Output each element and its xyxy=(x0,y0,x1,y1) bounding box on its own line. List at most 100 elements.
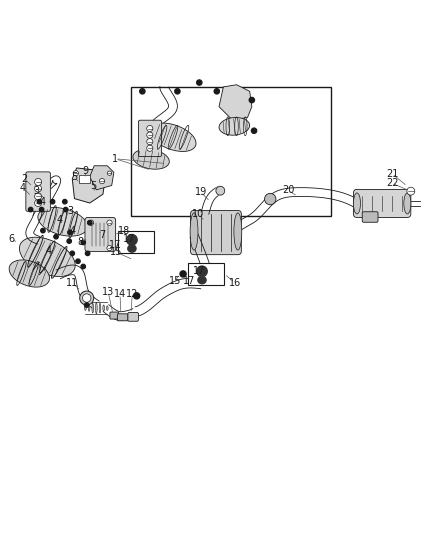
Circle shape xyxy=(76,259,80,263)
Ellipse shape xyxy=(88,305,90,311)
Ellipse shape xyxy=(150,123,196,151)
Bar xyxy=(131,87,331,216)
Text: 10: 10 xyxy=(192,209,205,219)
Circle shape xyxy=(73,171,78,176)
Polygon shape xyxy=(219,85,252,120)
Text: 17: 17 xyxy=(183,276,195,286)
Ellipse shape xyxy=(404,193,411,214)
Circle shape xyxy=(147,125,153,132)
Ellipse shape xyxy=(103,305,105,311)
Circle shape xyxy=(35,185,42,192)
Ellipse shape xyxy=(190,213,198,250)
Circle shape xyxy=(265,193,276,205)
FancyBboxPatch shape xyxy=(110,312,119,319)
Ellipse shape xyxy=(219,117,250,135)
Text: 6: 6 xyxy=(8,235,14,244)
Polygon shape xyxy=(79,174,90,183)
Ellipse shape xyxy=(197,276,207,285)
Circle shape xyxy=(214,88,219,94)
Text: 7: 7 xyxy=(99,230,105,240)
FancyBboxPatch shape xyxy=(26,172,50,211)
Circle shape xyxy=(35,193,42,200)
Text: 14: 14 xyxy=(114,289,126,299)
Ellipse shape xyxy=(38,207,88,236)
Ellipse shape xyxy=(9,260,49,287)
Bar xyxy=(188,263,224,285)
Circle shape xyxy=(85,251,90,255)
Circle shape xyxy=(80,291,94,305)
FancyBboxPatch shape xyxy=(85,217,116,252)
Text: 9: 9 xyxy=(82,166,88,176)
Circle shape xyxy=(99,179,105,184)
Ellipse shape xyxy=(353,193,360,214)
FancyBboxPatch shape xyxy=(128,312,138,321)
FancyBboxPatch shape xyxy=(138,120,162,157)
Bar xyxy=(118,231,154,253)
Text: 4: 4 xyxy=(46,246,52,256)
Polygon shape xyxy=(72,168,105,203)
Circle shape xyxy=(134,293,140,299)
Text: 22: 22 xyxy=(386,178,398,188)
Circle shape xyxy=(39,207,44,212)
Text: 18: 18 xyxy=(118,225,131,236)
Ellipse shape xyxy=(99,303,101,313)
Circle shape xyxy=(67,239,71,243)
Text: 17: 17 xyxy=(123,234,136,244)
Circle shape xyxy=(107,171,112,175)
Circle shape xyxy=(54,235,58,239)
Circle shape xyxy=(197,80,202,85)
Text: 15: 15 xyxy=(110,247,122,257)
Circle shape xyxy=(85,303,89,307)
Polygon shape xyxy=(90,166,114,190)
Circle shape xyxy=(216,187,225,195)
Circle shape xyxy=(81,240,85,245)
Circle shape xyxy=(197,266,207,277)
Circle shape xyxy=(37,199,42,204)
Circle shape xyxy=(70,251,74,255)
FancyBboxPatch shape xyxy=(191,211,241,255)
Ellipse shape xyxy=(92,303,94,313)
FancyBboxPatch shape xyxy=(117,314,128,321)
Circle shape xyxy=(64,207,68,212)
Circle shape xyxy=(81,264,85,269)
Circle shape xyxy=(251,128,257,133)
Text: 17: 17 xyxy=(109,240,121,251)
Text: 5: 5 xyxy=(71,172,78,182)
Circle shape xyxy=(88,220,94,225)
Text: 12: 12 xyxy=(126,289,138,299)
Text: 8: 8 xyxy=(77,237,83,247)
Ellipse shape xyxy=(234,213,242,250)
Circle shape xyxy=(407,187,415,195)
Ellipse shape xyxy=(95,302,97,314)
Ellipse shape xyxy=(133,149,170,169)
Circle shape xyxy=(28,207,33,212)
Circle shape xyxy=(82,294,91,302)
Text: 4: 4 xyxy=(56,215,62,224)
Ellipse shape xyxy=(106,306,108,310)
Circle shape xyxy=(140,88,145,94)
Text: 1: 1 xyxy=(112,154,118,164)
Circle shape xyxy=(249,98,254,103)
Circle shape xyxy=(68,230,72,235)
Text: 5: 5 xyxy=(90,181,96,191)
Text: 3: 3 xyxy=(67,206,73,216)
Text: 4: 4 xyxy=(20,183,26,192)
Text: 21: 21 xyxy=(386,168,398,179)
Circle shape xyxy=(147,132,153,138)
Text: 16: 16 xyxy=(229,278,241,288)
Text: 13: 13 xyxy=(102,287,114,297)
FancyBboxPatch shape xyxy=(362,212,378,222)
Circle shape xyxy=(107,246,112,251)
Circle shape xyxy=(216,187,225,195)
Text: 4: 4 xyxy=(69,225,75,236)
Circle shape xyxy=(107,220,112,225)
Circle shape xyxy=(175,88,180,94)
Text: 20: 20 xyxy=(282,185,294,195)
Circle shape xyxy=(147,139,153,145)
Circle shape xyxy=(63,199,67,204)
Text: 4: 4 xyxy=(40,197,46,207)
Text: 11: 11 xyxy=(66,278,78,288)
Circle shape xyxy=(88,221,92,225)
Ellipse shape xyxy=(127,244,137,253)
Circle shape xyxy=(35,179,42,185)
